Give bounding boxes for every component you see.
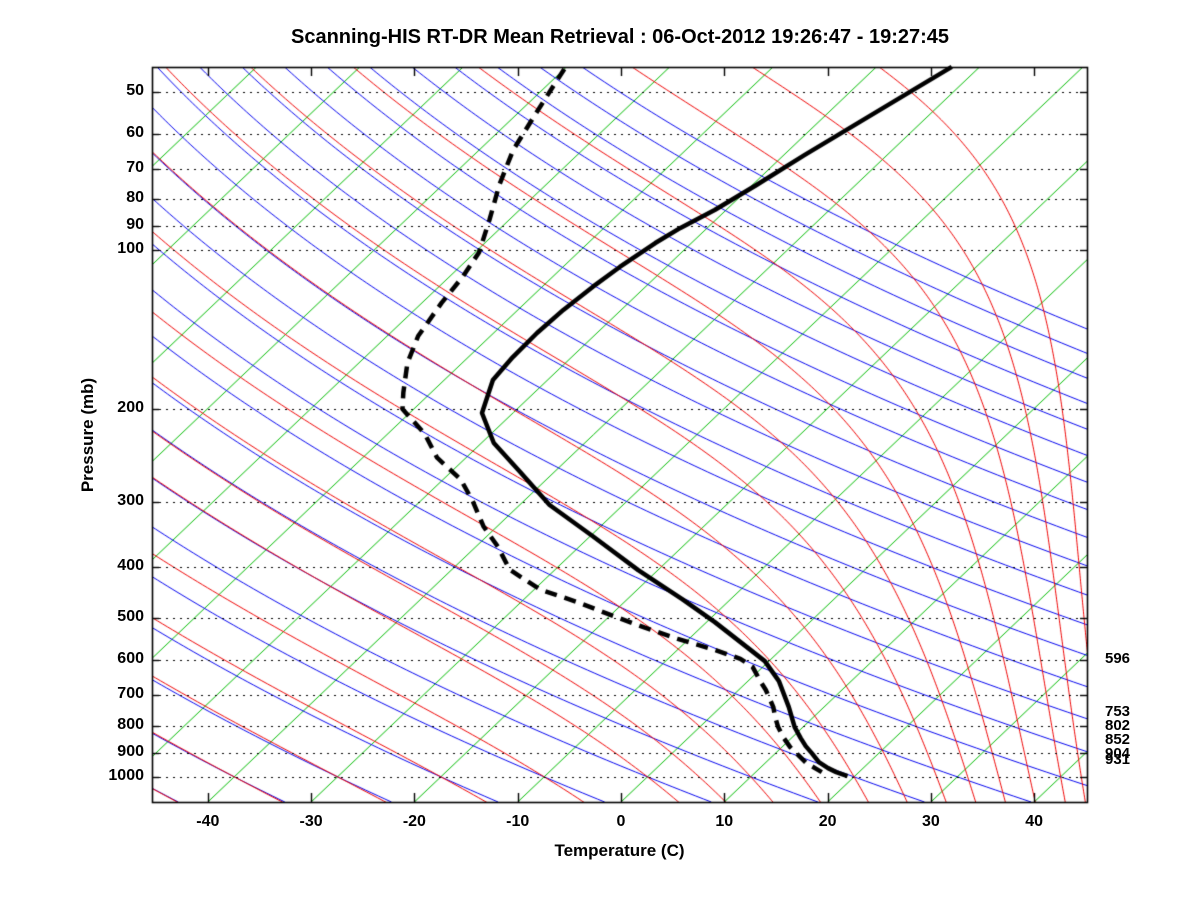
x-tick-label: -10 (506, 813, 530, 830)
x-tick-label: 0 (616, 813, 626, 830)
x-tick-label: 30 (921, 813, 940, 830)
x-tick-label: 40 (1025, 813, 1044, 830)
x-tick-label: -40 (196, 813, 220, 830)
y-tick-label: 700 (117, 685, 144, 703)
x-axis-label: Temperature (C) (554, 841, 685, 860)
right-pressure-label: 802 (1105, 717, 1131, 735)
y-tick-label: 500 (117, 608, 144, 626)
y-tick-label: 900 (117, 742, 144, 760)
y-axis-label: Pressure (mb) (78, 377, 97, 493)
right-pressure-label: 931 (1105, 751, 1131, 769)
x-tick-label: -20 (402, 813, 426, 830)
y-tick-label: 60 (126, 123, 144, 141)
y-tick-label: 200 (117, 398, 144, 416)
y-tick-label: 400 (117, 557, 144, 575)
page-title: Scanning-HIS RT-DR Mean Retrieval : 06-O… (290, 26, 950, 48)
right-pressure-label: 852 (1105, 731, 1131, 749)
y-tick-label: 600 (117, 650, 144, 668)
right-pressure-label: 904 (1105, 744, 1131, 762)
x-tick-label: 20 (818, 813, 837, 830)
y-tick-label: 90 (126, 216, 144, 234)
y-tick-label: 1000 (108, 766, 144, 784)
x-tick-label: -30 (299, 813, 323, 830)
y-tick-label: 70 (126, 158, 144, 176)
right-pressure-label: 596 (1105, 649, 1131, 667)
y-tick-label: 300 (117, 491, 144, 509)
right-pressure-label: 753 (1105, 702, 1131, 720)
y-tick-label: 100 (117, 240, 144, 258)
y-tick-label: 800 (117, 715, 144, 733)
y-tick-label: 80 (126, 189, 144, 207)
x-tick-label: 10 (715, 813, 734, 830)
y-tick-label: 50 (126, 82, 144, 99)
